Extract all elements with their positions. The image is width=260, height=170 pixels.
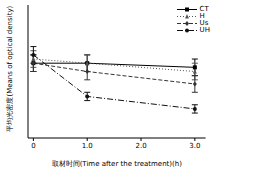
html-text:CT: CT	[199, 5, 209, 13]
html-text:Us: Us	[199, 19, 209, 27]
svg-text:2.0: 2.0	[135, 142, 146, 150]
html-text:H: H	[199, 12, 205, 20]
svg-text:0: 0	[31, 142, 35, 150]
svg-text:1.0: 1.0	[82, 142, 93, 150]
svg-text:取材时间(Time after the treatment): 取材时间(Time after the treatment)(h)	[52, 160, 183, 168]
html-text:UH: UH	[199, 26, 210, 34]
svg-text:3.0: 3.0	[189, 142, 200, 150]
svg-text:平均光密度(Means of optical density: 平均光密度(Means of optical density)	[8, 5, 14, 131]
